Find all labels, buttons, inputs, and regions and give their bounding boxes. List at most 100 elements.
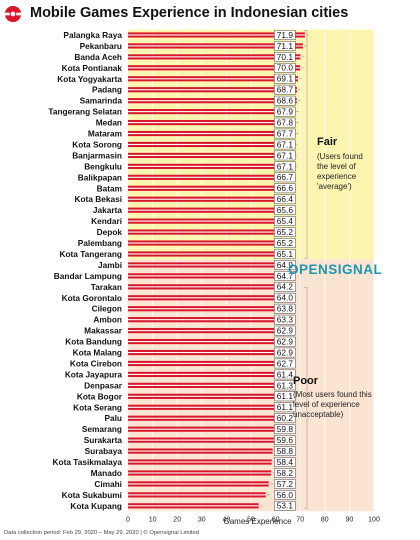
value-label: 67.8 [277,117,294,127]
value-label-box [274,468,296,478]
bar-stripe [128,428,276,430]
value-label: 70.1 [277,52,294,62]
value-label: 58.2 [277,468,294,478]
value-label: 57.2 [277,479,294,489]
category-label: Ambon [93,315,122,325]
category-label: Denpasar [84,380,123,390]
category-label: Manado [91,468,122,478]
bar-stripe [128,253,289,255]
bar-stripe [128,417,277,419]
value-label: 61.1 [277,402,294,412]
bar-stripe [128,242,289,244]
value-label-box [274,227,296,237]
category-label: Padang [92,85,122,95]
bar-stripe [128,100,297,102]
bar-stripe [128,209,290,211]
value-label-box [274,260,296,270]
value-label: 68.6 [277,96,294,106]
header: Mobile Games Experience in Indonesian ci… [0,0,420,30]
category-label: Kota Cirebon [70,358,122,368]
category-label: Kota Tangerang [59,249,122,259]
value-label: 63.3 [277,315,294,325]
x-tick-label: 20 [173,516,181,523]
value-label-box [274,479,296,489]
x-tick-label: 0 [126,516,130,523]
value-label: 65.6 [277,205,294,215]
category-label: Semarang [82,424,122,434]
bar-stripe [128,439,275,441]
x-tick-label: 30 [198,516,206,523]
value-label: 64.0 [277,293,294,303]
bar-stripe [128,275,288,277]
x-tick-label: 80 [321,516,329,523]
value-label: 66.7 [277,172,294,182]
poor-bracket [304,287,308,509]
category-label: Kota Serang [73,402,122,412]
category-label: Kota Bogor [77,391,123,401]
value-label-box [274,172,296,183]
bar-stripe [128,34,305,36]
bar-stripe [128,286,286,288]
value-label: 61.3 [277,380,294,390]
value-label: 64.7 [277,271,294,281]
bar-stripe [128,264,288,266]
value-label: 61.4 [277,369,294,379]
value-label-box [274,325,296,336]
category-label: Kota Sorong [72,139,122,149]
bar-stripe [128,111,296,113]
bar-stripe [128,132,295,135]
value-label-box [274,117,296,128]
fair-bracket [304,30,308,259]
category-label: Jakarta [93,205,122,215]
value-label: 70.0 [277,63,294,73]
value-label-box [274,73,296,84]
category-label: Makassar [84,326,123,336]
bar-stripe [128,330,283,332]
value-label-box [274,238,296,248]
value-label: 65.2 [277,227,294,237]
value-label: 59.6 [277,435,294,445]
value-label: 58.4 [277,457,294,467]
bar-stripe [128,351,283,354]
value-label: 67.9 [277,107,294,117]
poor-group-title: Poor [293,375,319,387]
value-label: 62.7 [277,358,294,368]
value-label: 63.8 [277,304,294,314]
value-label: 65.4 [277,216,294,226]
x-axis-title: Games Experience [223,517,292,526]
bar-stripe [128,176,293,178]
value-label-box [274,500,296,511]
value-label-box [274,281,296,292]
category-label: Kota Gorontalo [62,293,122,303]
value-label: 67.1 [277,139,294,149]
bar-stripe [128,220,289,222]
category-label: Palu [104,413,122,423]
value-label-box [274,41,296,51]
x-tick-label: 50 [247,516,255,523]
category-label: Jambi [98,260,122,270]
bar-stripe [128,505,259,507]
category-label: Banda Aceh [74,52,122,62]
bar-stripe [128,373,280,375]
bar-stripe [128,308,285,310]
fair-group-description: (Users found the level of experience 'av… [317,152,363,191]
value-label-box [274,139,296,150]
x-tick-label: 10 [149,516,157,523]
category-label: Batam [97,183,122,193]
bar-stripe [128,56,301,58]
x-tick-label: 70 [296,516,304,523]
category-label: Samarinda [80,96,123,106]
x-tick-label: 90 [346,516,354,523]
value-label: 61.1 [277,391,294,401]
value-label-box [274,369,296,380]
x-ticks: 0 10 20 30 40 50 60 70 80 90 100 [126,516,380,523]
bar-stripe [128,450,273,452]
value-label-box [274,303,296,314]
category-label: Mataram [88,129,122,139]
value-label-box [274,413,296,424]
category-label: Tarakan [91,282,122,292]
category-label: Medan [96,118,122,128]
category-label: Kota Sukabumi [62,490,122,500]
bar-stripe [128,483,269,485]
bar-stripe [128,89,298,91]
